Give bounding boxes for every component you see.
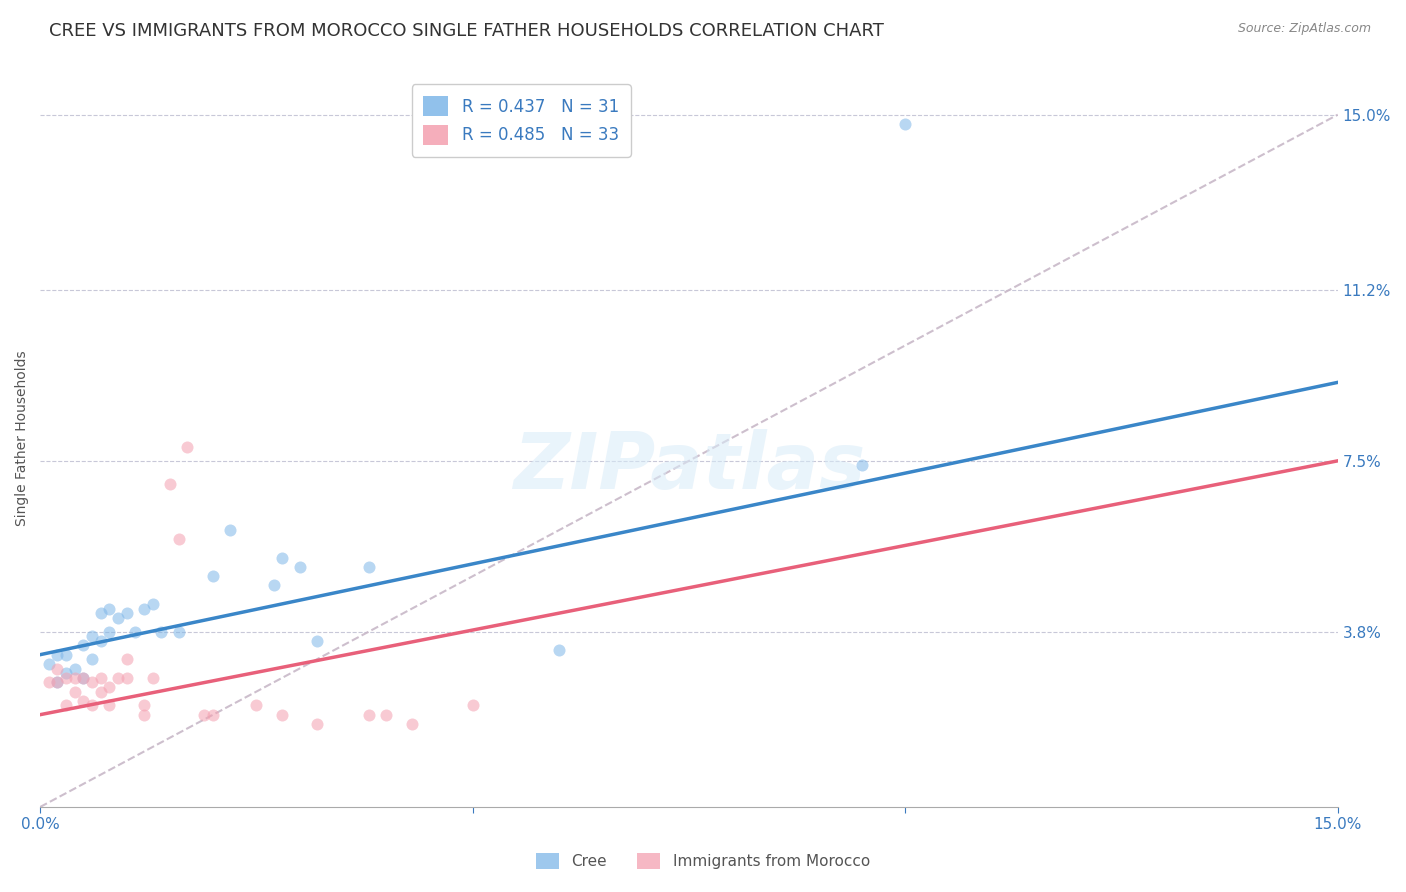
Point [851, 458, 873, 473]
Text: ZIPatlas: ZIPatlas [513, 429, 865, 505]
Point [357, 707, 380, 722]
Point [159, 476, 181, 491]
Point [90, 633, 112, 648]
Point [245, 698, 267, 713]
Point [90, 684, 112, 698]
Point [305, 633, 328, 648]
Point [80, 698, 103, 713]
Point [193, 707, 215, 722]
Point [176, 440, 198, 454]
Point [38, 657, 60, 671]
Point [90, 606, 112, 620]
Point [305, 717, 328, 731]
Point [63, 661, 86, 675]
Point [63, 684, 86, 698]
Point [357, 560, 380, 574]
Point [263, 578, 285, 592]
Point [401, 717, 423, 731]
Point [132, 707, 155, 722]
Point [98, 680, 121, 694]
Point [80, 675, 103, 690]
Point [55, 666, 77, 681]
Point [288, 560, 311, 574]
Text: Source: ZipAtlas.com: Source: ZipAtlas.com [1237, 22, 1371, 36]
Point [72, 694, 94, 708]
Legend: Cree, Immigrants from Morocco: Cree, Immigrants from Morocco [530, 847, 876, 875]
Point [167, 624, 190, 639]
Point [90, 671, 112, 685]
Point [55, 648, 77, 662]
Point [46, 648, 69, 662]
Point [107, 671, 129, 685]
Point [202, 707, 225, 722]
Text: CREE VS IMMIGRANTS FROM MOROCCO SINGLE FATHER HOUSEHOLDS CORRELATION CHART: CREE VS IMMIGRANTS FROM MOROCCO SINGLE F… [49, 22, 884, 40]
Point [271, 707, 294, 722]
Point [461, 698, 484, 713]
Point [72, 639, 94, 653]
Point [115, 606, 138, 620]
Y-axis label: Single Father Households: Single Father Households [15, 350, 30, 525]
Point [150, 624, 173, 639]
Point [72, 671, 94, 685]
Point [167, 533, 190, 547]
Point [72, 671, 94, 685]
Point [80, 629, 103, 643]
Point [55, 671, 77, 685]
Point [132, 698, 155, 713]
Legend: R = 0.437   N = 31, R = 0.485   N = 33: R = 0.437 N = 31, R = 0.485 N = 33 [412, 84, 631, 157]
Point [219, 523, 242, 537]
Point [98, 698, 121, 713]
Point [80, 652, 103, 666]
Point [115, 671, 138, 685]
Point [894, 117, 917, 131]
Point [202, 569, 225, 583]
Point [124, 624, 146, 639]
Point [46, 675, 69, 690]
Point [271, 550, 294, 565]
Point [46, 661, 69, 675]
Point [63, 671, 86, 685]
Point [107, 611, 129, 625]
Point [375, 707, 398, 722]
Point [115, 652, 138, 666]
Point [98, 624, 121, 639]
Point [38, 675, 60, 690]
Point [548, 643, 571, 657]
Point [98, 601, 121, 615]
Point [142, 597, 165, 611]
Point [132, 601, 155, 615]
Point [142, 671, 165, 685]
Point [55, 698, 77, 713]
Point [46, 675, 69, 690]
